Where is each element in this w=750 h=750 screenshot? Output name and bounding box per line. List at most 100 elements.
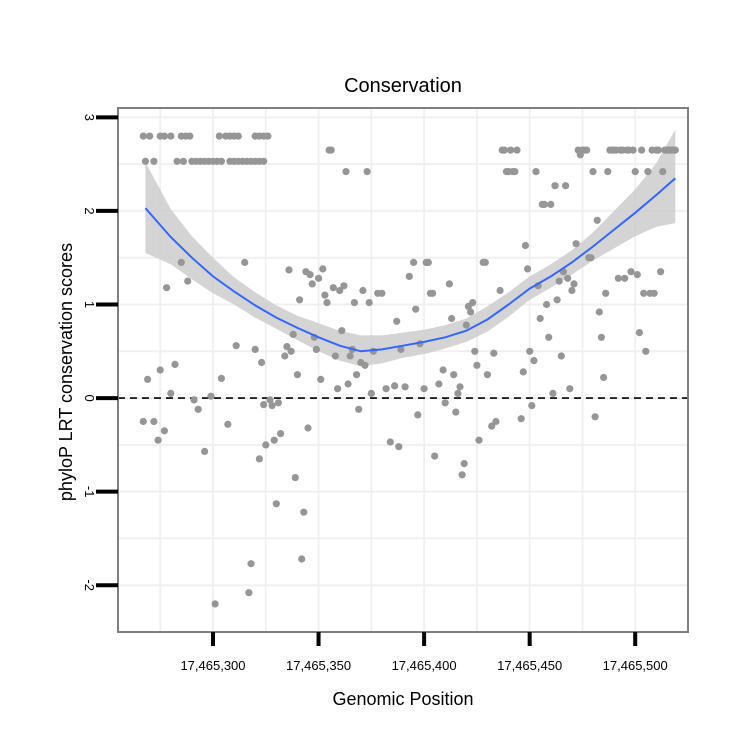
data-point [507, 146, 515, 154]
data-point [631, 168, 639, 176]
data-point [488, 422, 496, 430]
data-point [397, 345, 405, 353]
data-point [139, 417, 147, 426]
data-point [331, 352, 339, 360]
data-point [207, 392, 215, 400]
data-point [545, 333, 553, 341]
data-point [363, 168, 371, 176]
data-point [154, 436, 162, 444]
smooth-trend-line [144, 177, 676, 353]
data-point [139, 132, 147, 140]
data-point [355, 405, 363, 413]
data-point [627, 268, 635, 276]
data-point [524, 265, 532, 273]
data-point [334, 385, 342, 393]
data-point [435, 380, 443, 388]
data-point [300, 508, 308, 516]
data-point [361, 361, 369, 369]
data-point [483, 371, 491, 379]
data-point [283, 343, 291, 351]
data-point [171, 360, 179, 368]
data-point [473, 361, 481, 369]
data-point [570, 280, 578, 288]
data-point [281, 352, 289, 360]
data-point [412, 305, 420, 313]
data-point [298, 555, 306, 563]
data-point [572, 240, 580, 248]
data-point [452, 408, 460, 416]
data-point [513, 146, 521, 154]
data-point [329, 284, 337, 292]
data-point [173, 157, 181, 165]
data-point [583, 146, 591, 154]
data-point [245, 589, 253, 597]
x-tick-label: 17,465,500 [603, 658, 668, 673]
data-point [587, 254, 595, 262]
data-point [160, 132, 168, 140]
data-point [277, 430, 285, 438]
y-tick-label: 1 [82, 301, 97, 308]
data-point [614, 274, 622, 282]
data-point [312, 345, 320, 353]
data-point [350, 299, 358, 307]
data-point [232, 342, 240, 350]
data-point [167, 389, 175, 397]
data-point [591, 413, 599, 421]
data-point [353, 371, 361, 379]
data-point [496, 286, 504, 295]
x-tick-label: 17,465,400 [392, 658, 457, 673]
data-point [401, 383, 409, 391]
y-axis-label: phyloP LRT conservation scores [56, 243, 76, 501]
data-point [224, 420, 232, 428]
data-point [462, 321, 470, 329]
data-point [650, 289, 658, 297]
data-point [547, 200, 555, 208]
data-point [405, 272, 413, 280]
data-point [293, 371, 301, 379]
y-tick-label: -2 [82, 579, 97, 591]
data-point [315, 274, 323, 282]
data-point [481, 258, 489, 266]
data-point [657, 268, 665, 276]
data-point [266, 396, 274, 404]
data-point [600, 373, 608, 382]
data-point [621, 274, 629, 282]
data-point [241, 258, 249, 266]
data-points [139, 132, 679, 608]
data-point [194, 405, 202, 413]
data-point [201, 447, 209, 455]
data-point [593, 216, 601, 224]
data-point [420, 385, 428, 393]
data-point [629, 146, 637, 154]
data-point [150, 157, 158, 165]
data-point [395, 443, 403, 451]
data-point [215, 132, 223, 140]
data-point [448, 314, 456, 323]
data-point [285, 266, 293, 274]
data-point [308, 280, 316, 288]
data-point [562, 182, 570, 190]
x-tick-label: 17,465,350 [286, 658, 351, 673]
data-point [344, 380, 352, 388]
confidence-band [145, 129, 676, 367]
data-point [589, 168, 597, 176]
data-point [564, 274, 572, 282]
data-point [367, 389, 375, 397]
data-point [260, 401, 268, 409]
data-point [251, 345, 259, 353]
data-point [296, 296, 304, 304]
data-point [638, 146, 646, 154]
data-point [258, 358, 266, 367]
data-point [557, 352, 565, 360]
data-point [255, 455, 263, 463]
x-axis-label: Genomic Position [332, 689, 473, 709]
data-point [217, 374, 225, 382]
grid-lines [118, 108, 688, 632]
data-point [289, 330, 297, 338]
data-point [644, 168, 652, 176]
y-tick-label: 3 [82, 114, 97, 121]
data-point [291, 474, 299, 482]
data-point [167, 132, 175, 140]
data-point [141, 157, 149, 165]
